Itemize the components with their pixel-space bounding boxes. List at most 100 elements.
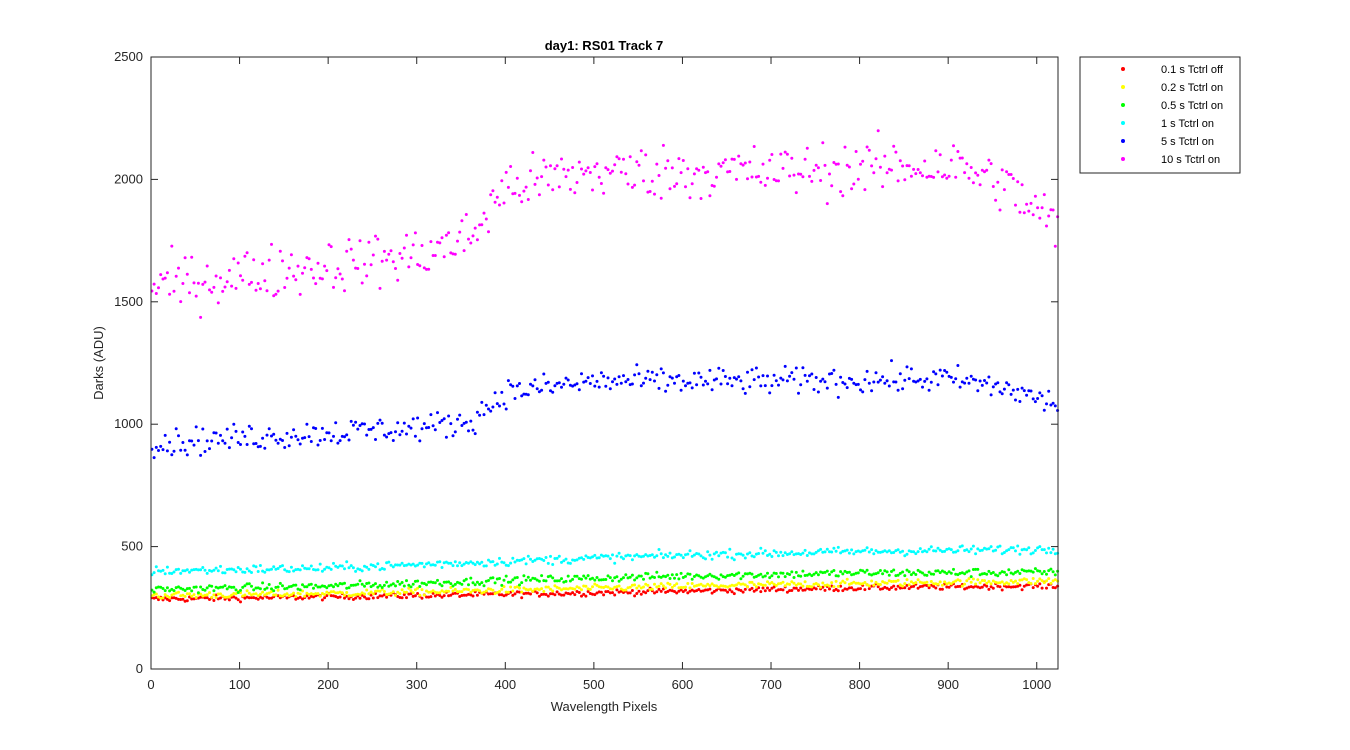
data-point: [258, 564, 262, 567]
data-point: [420, 427, 424, 431]
data-point: [557, 579, 561, 583]
data-point: [573, 383, 577, 387]
data-point: [420, 588, 424, 592]
data-point: [274, 292, 278, 296]
data-point: [320, 426, 324, 430]
data-point: [945, 572, 949, 575]
data-point: [358, 593, 362, 597]
data-point: [774, 584, 778, 587]
data-point: [531, 589, 535, 593]
data-point: [1042, 193, 1046, 197]
data-point: [1045, 586, 1048, 590]
data-point: [929, 175, 933, 178]
data-point: [487, 579, 490, 582]
data-point: [163, 596, 167, 600]
data-point: [323, 567, 327, 571]
data-point: [515, 585, 519, 589]
data-point: [557, 554, 561, 558]
data-point: [577, 591, 581, 594]
data-point: [413, 434, 417, 438]
data-point: [396, 421, 400, 425]
data-point: [675, 573, 679, 577]
data-point: [748, 551, 752, 555]
data-point: [314, 427, 318, 430]
data-point: [192, 593, 196, 597]
data-point: [754, 588, 758, 592]
data-point: [925, 580, 929, 584]
data-point: [921, 581, 924, 585]
data-point: [801, 366, 805, 370]
data-point: [511, 578, 515, 582]
data-point: [584, 379, 588, 383]
data-point: [907, 164, 911, 168]
data-point: [938, 368, 942, 372]
data-point: [940, 587, 944, 591]
data-point: [914, 380, 918, 384]
data-point: [628, 155, 632, 159]
data-point: [648, 378, 652, 382]
data-point: [801, 551, 805, 555]
data-point: [462, 587, 466, 591]
data-point: [684, 553, 687, 557]
data-point: [715, 584, 718, 588]
data-point: [909, 573, 913, 577]
data-point: [805, 584, 809, 588]
data-point: [493, 391, 497, 395]
data-point: [283, 593, 287, 597]
data-point: [642, 554, 645, 558]
data-point: [513, 191, 517, 195]
data-point: [1007, 585, 1011, 589]
data-point: [712, 552, 716, 556]
data-point: [407, 586, 411, 590]
data-point: [954, 550, 958, 554]
data-point: [221, 585, 225, 589]
data-point: [526, 393, 530, 397]
data-point: [708, 584, 712, 588]
data-point: [540, 587, 544, 591]
data-point: [174, 596, 178, 600]
data-point: [544, 556, 548, 559]
data-point: [633, 583, 637, 587]
data-point: [896, 388, 900, 392]
data-point: [566, 168, 570, 172]
data-point: [903, 574, 907, 578]
data-point: [425, 589, 428, 593]
data-point: [418, 439, 422, 443]
data-point: [425, 426, 428, 430]
data-point: [991, 586, 995, 590]
data-point: [699, 375, 703, 379]
data-point: [192, 443, 196, 447]
data-point: [730, 583, 734, 587]
data-point: [949, 548, 953, 552]
data-point: [688, 586, 692, 590]
data-point: [407, 265, 411, 269]
data-point: [376, 421, 380, 425]
data-point: [878, 583, 882, 586]
data-point: [250, 280, 253, 284]
data-point: [223, 285, 227, 289]
data-point: [537, 390, 541, 394]
data-point: [998, 390, 1002, 394]
data-point: [416, 416, 420, 420]
data-point: [316, 443, 320, 447]
data-point: [549, 587, 552, 591]
data-point: [790, 580, 794, 584]
data-point: [633, 373, 637, 377]
data-point: [653, 379, 656, 383]
data-point: [584, 584, 588, 588]
data-point: [451, 589, 455, 593]
data-point: [451, 434, 455, 438]
data-point: [285, 586, 289, 590]
data-point: [172, 289, 176, 293]
data-point: [502, 561, 506, 565]
data-point: [783, 150, 787, 154]
data-point: [586, 590, 590, 593]
data-point: [475, 410, 479, 414]
data-point: [270, 567, 273, 571]
data-point: [475, 593, 479, 597]
data-point: [715, 576, 718, 580]
data-point: [898, 372, 902, 376]
data-point: [250, 427, 253, 431]
data-point: [427, 267, 431, 271]
